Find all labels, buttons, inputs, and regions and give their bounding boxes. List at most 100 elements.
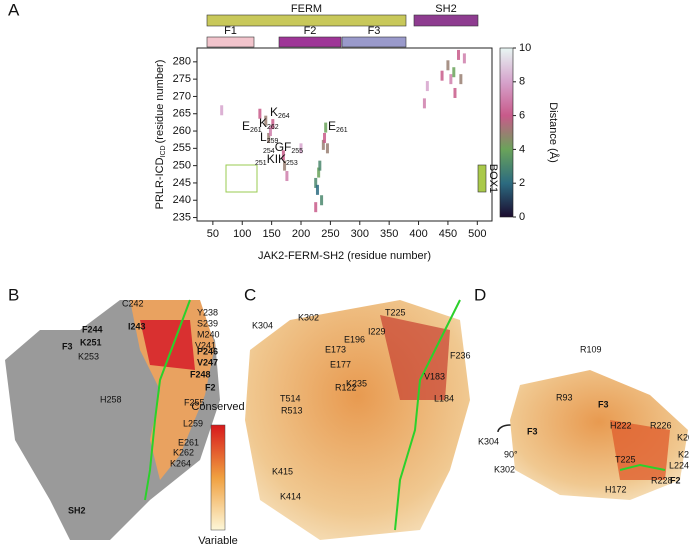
residue-label: T225 <box>615 454 636 464</box>
text-part: 255 <box>291 148 303 155</box>
contact-point <box>452 67 456 78</box>
y-tick-label: 235 <box>173 211 191 223</box>
text-part: K <box>259 116 267 130</box>
x-tick-label: 500 <box>468 228 486 240</box>
residue-label: Y238 <box>197 307 218 317</box>
residue-label: E196 <box>344 334 365 344</box>
x-tick-label: 50 <box>207 228 219 240</box>
colorbar-label: Distance (Å) <box>547 102 560 163</box>
residue-label: R226 <box>650 420 672 430</box>
panel-letter: D <box>474 285 486 304</box>
text-part: 253 <box>286 160 298 167</box>
residue-label: C242 <box>122 298 144 308</box>
colorbar-tick-label: 8 <box>519 76 525 88</box>
contact-point <box>258 108 262 119</box>
domain-label: BOX1 <box>487 164 499 193</box>
contact-point <box>325 143 329 154</box>
contact-point <box>220 105 224 116</box>
text-part: 262 <box>267 124 279 131</box>
conservation-scale <box>210 424 226 531</box>
contact-point <box>459 74 463 85</box>
text-part: PRLR-ICD <box>154 157 166 209</box>
annotation: K264 <box>270 105 290 120</box>
x-tick-label: 450 <box>439 228 457 240</box>
contact-point <box>449 74 453 85</box>
residue-label: K264 <box>170 458 191 468</box>
y-tick-label: 280 <box>173 56 191 68</box>
annotation: 251KIK253 <box>255 152 298 167</box>
residue-label: K253 <box>78 351 99 361</box>
residue-label: F3 <box>598 399 609 409</box>
y-axis-label: PRLR-ICDICD(residue number) <box>154 60 167 210</box>
residue-label: F255 <box>184 397 205 407</box>
residue-label: K262 <box>173 447 194 457</box>
text-part: (residue number) <box>154 60 166 144</box>
contact-point <box>281 150 285 161</box>
contact-point <box>271 119 275 130</box>
y-tick-label: 250 <box>173 160 191 172</box>
colorbar-tick-label: 0 <box>519 211 525 223</box>
residue-label: L259 <box>183 418 203 428</box>
contact-point <box>268 126 272 137</box>
residue-label: R93 <box>556 392 573 402</box>
contact-point <box>453 87 457 98</box>
text-part: 264 <box>278 113 290 120</box>
residue-label: K207 <box>677 432 689 442</box>
residue-label: V247 <box>197 357 218 367</box>
residue-label: L184 <box>434 393 454 403</box>
residue-label: SH2 <box>68 505 86 515</box>
domain-label: SH2 <box>435 3 456 15</box>
text-part: 251 <box>255 160 267 167</box>
molecule-surface-red <box>610 420 670 480</box>
text-part: GF <box>275 140 292 154</box>
y-tick-label: 260 <box>173 125 191 137</box>
residue-label: K414 <box>280 491 301 501</box>
x-axis-label: JAK2-FERM-SH2 (residue number) <box>258 250 431 262</box>
residue-label: K251 <box>80 337 102 347</box>
contact-point <box>285 171 289 182</box>
text-part: 261 <box>250 127 262 134</box>
domain-label: F2 <box>304 25 317 37</box>
contact-point <box>283 160 287 171</box>
residue-label: V183 <box>424 371 445 381</box>
residue-label: V241 <box>195 340 216 350</box>
colorbar-tick-label: 2 <box>519 177 525 189</box>
residue-label: E173 <box>325 344 346 354</box>
residue-label: M240 <box>197 329 220 339</box>
y-tick-label: 265 <box>173 108 191 120</box>
x-tick-label: 400 <box>409 228 427 240</box>
contact-point <box>324 122 328 133</box>
residue-label: K227 <box>678 449 689 459</box>
contact-point <box>314 177 318 188</box>
residue-label: L224 <box>669 460 689 470</box>
residue-label: K304 <box>252 320 273 330</box>
contact-point <box>299 143 303 154</box>
residue-label: F2 <box>205 382 216 392</box>
residue-label: F2 <box>670 475 681 485</box>
residue-label: H222 <box>610 420 632 430</box>
annotation: E261 <box>328 119 348 134</box>
residue-label: F236 <box>450 350 471 360</box>
peptide <box>619 463 666 471</box>
contact-point <box>321 139 325 150</box>
contact-point <box>267 132 271 143</box>
text-part: E <box>242 119 250 133</box>
residue-label: E261 <box>178 437 199 447</box>
x-tick-label: 300 <box>351 228 369 240</box>
contact-point <box>314 202 318 213</box>
panel-letter: A <box>8 0 20 19</box>
annotation: K262 <box>259 116 279 131</box>
residue-label: I243 <box>128 321 146 331</box>
contact-point <box>317 167 321 178</box>
contact-point <box>462 53 466 64</box>
contact-point <box>457 49 461 60</box>
residue-label: H258 <box>100 394 122 404</box>
residue-label: F244 <box>82 324 103 334</box>
text-part: 261 <box>336 127 348 134</box>
panel-letter: C <box>244 285 256 304</box>
x-tick-label: 350 <box>380 228 398 240</box>
text-part: E <box>328 119 336 133</box>
y-tick-label: 240 <box>173 194 191 206</box>
contact-point <box>422 98 426 109</box>
text-part: K <box>270 105 278 119</box>
